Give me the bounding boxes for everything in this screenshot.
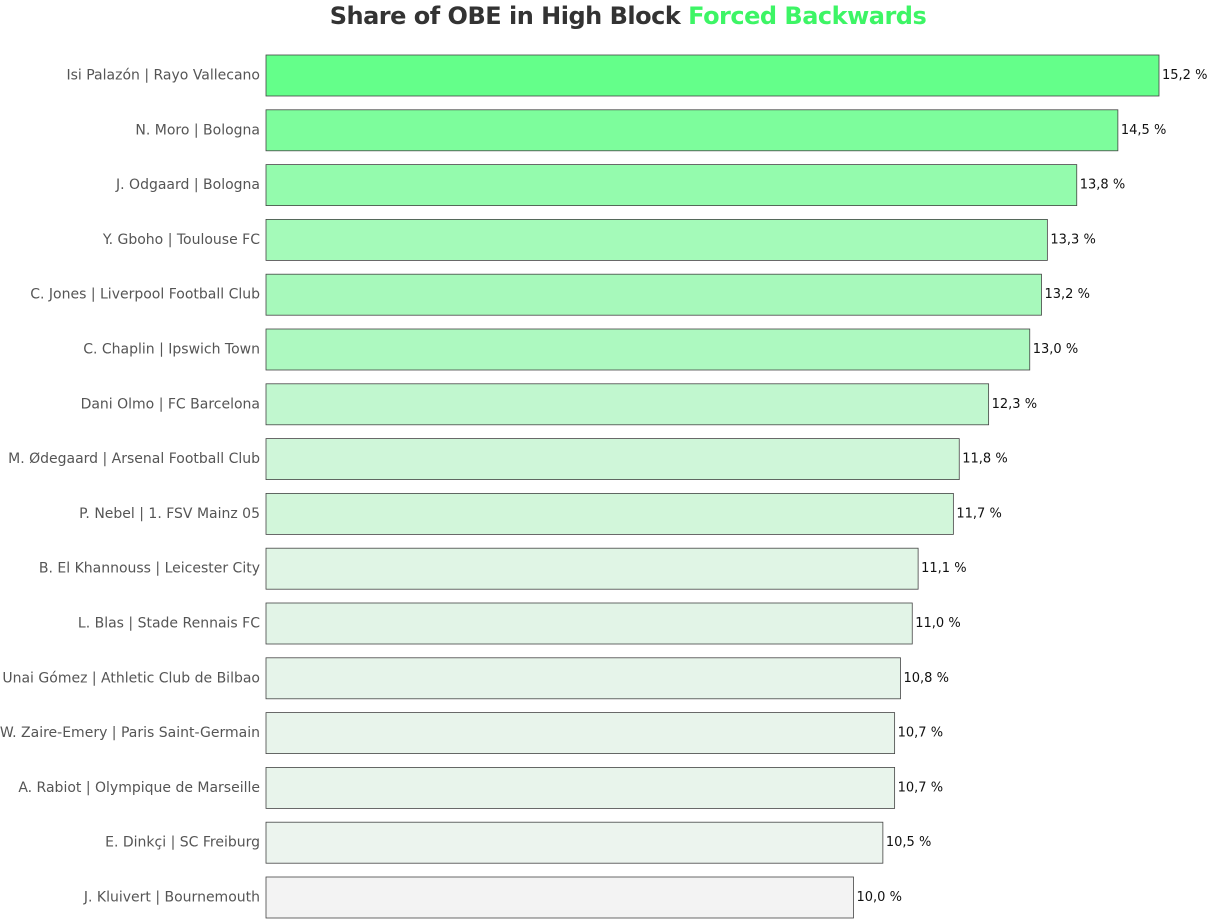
category-label: P. Nebel | 1. FSV Mainz 05 [79, 506, 260, 522]
bar [265, 54, 1160, 97]
value-label: 13,3 % [1050, 232, 1095, 247]
value-label: 13,2 % [1045, 287, 1090, 302]
bar [265, 273, 1042, 316]
category-label: L. Blas | Stade Rennais FC [78, 616, 260, 632]
bar [265, 657, 901, 700]
value-label: 11,0 % [915, 616, 960, 631]
bar [265, 547, 919, 590]
bar [265, 164, 1078, 207]
category-label: C. Jones | Liverpool Football Club [30, 287, 260, 303]
value-label: 14,5 % [1121, 123, 1166, 138]
bar [265, 492, 954, 535]
category-label: C. Chaplin | Ipswich Town [83, 342, 260, 358]
category-label: E. Dinkçi | SC Freiburg [105, 835, 260, 851]
value-label: 13,0 % [1033, 342, 1078, 357]
value-label: 10,5 % [886, 835, 931, 850]
category-label: J. Kluivert | Bournemouth [83, 890, 260, 906]
chart-title-main: Share of OBE in High Block [329, 2, 681, 30]
value-label: 10,7 % [898, 726, 943, 741]
category-label: Y. Gboho | Toulouse FC [102, 232, 260, 248]
value-label: 10,0 % [857, 890, 902, 905]
bar [265, 438, 960, 481]
value-label: 11,7 % [956, 506, 1001, 521]
category-label: N. Moro | Bologna [135, 122, 260, 138]
category-label: Isi Palazón | Rayo Vallecano [66, 68, 260, 84]
category-label: M. Ødegaard | Arsenal Football Club [8, 451, 260, 467]
bar [265, 712, 896, 754]
bar [265, 328, 1031, 371]
bars-layer: Isi Palazón | Rayo Vallecano 15,2 % N. Mor… [0, 54, 1207, 919]
category-label: J. Odgaard | Bologna [115, 177, 260, 193]
category-label: B. El Khannouss | Leicester City [39, 561, 260, 577]
value-label: 11,1 % [921, 561, 966, 576]
value-label: 11,8 % [962, 452, 1007, 467]
chart-title: Share of OBE in High Block Forced Backwa… [0, 2, 1222, 30]
bar [265, 821, 884, 864]
value-label: 12,3 % [992, 397, 1037, 412]
value-label: 10,7 % [898, 780, 943, 795]
value-label: 15,2 % [1162, 68, 1207, 83]
category-label: A. Rabiot | Olympique de Marseille [18, 780, 260, 796]
bar [265, 767, 896, 809]
category-label: Unai Gómez | Athletic Club de Bilbao [2, 670, 260, 686]
value-label: 13,8 % [1080, 178, 1125, 193]
bar [265, 218, 1048, 261]
bar [265, 876, 854, 919]
bar [265, 109, 1119, 152]
category-label: W. Zaire-Emery | Paris Saint-Germain [0, 725, 260, 741]
bar [265, 602, 913, 645]
chart-title-highlight: Forced Backwards [688, 2, 927, 30]
value-label: 10,8 % [904, 671, 949, 686]
category-label: Dani Olmo | FC Barcelona [81, 396, 260, 412]
bar [265, 383, 990, 426]
